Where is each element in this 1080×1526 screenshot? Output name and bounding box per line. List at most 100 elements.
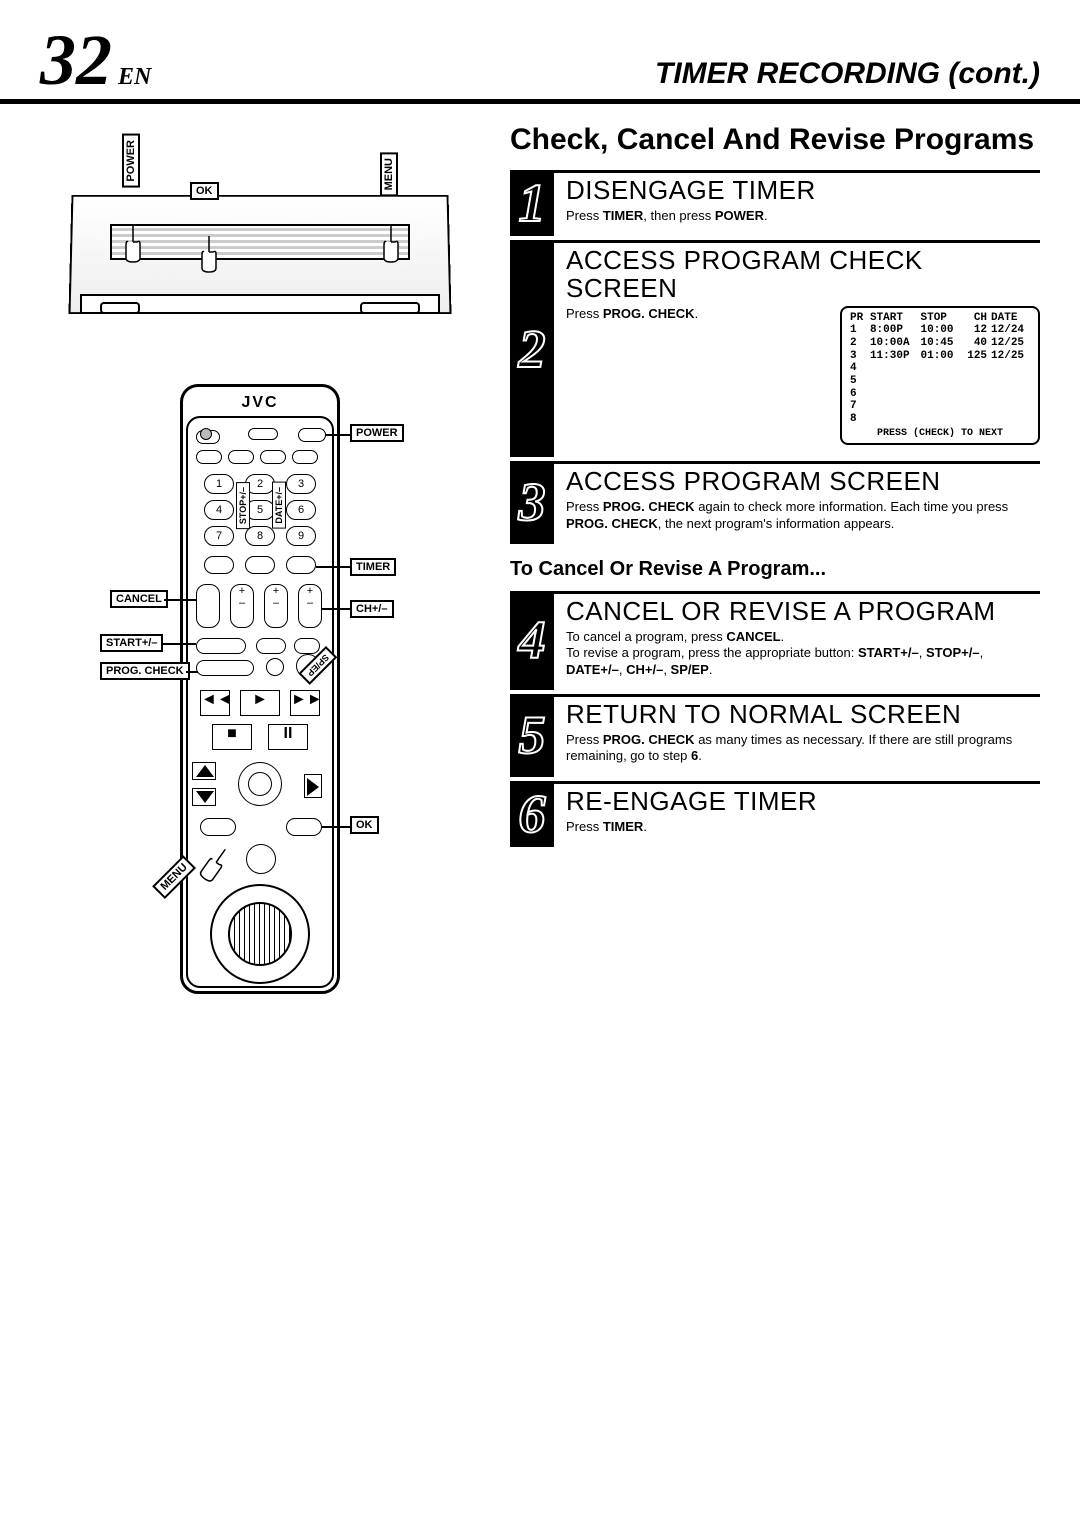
- step-heading: RE-ENGAGE TIMER: [566, 788, 1040, 815]
- pointing-hand-icon: [194, 234, 224, 274]
- table-cell: [961, 375, 989, 388]
- step-desc-wrap: To cancel a program, press CANCEL.To rev…: [566, 629, 1040, 678]
- table-cell: [961, 413, 989, 426]
- table-cell: [868, 362, 919, 375]
- keypad-6: 6: [286, 500, 316, 520]
- subheading: To Cancel Or Revise A Program...: [510, 558, 1040, 581]
- step-body: DISENGAGE TIMERPress TIMER, then press P…: [554, 170, 1040, 237]
- remote-cancel-button: [196, 584, 220, 628]
- remote-start-button: [196, 638, 246, 654]
- step-desc-wrap: Press PROG. CHECK again to check more in…: [566, 499, 1040, 532]
- vcr-menu-label: MENU: [380, 152, 398, 196]
- remote-button: [292, 450, 318, 464]
- remote-rocker: +–: [230, 584, 254, 628]
- keypad-8: 8: [245, 526, 275, 546]
- remote-button: [260, 450, 286, 464]
- table-cell: 4: [848, 362, 868, 375]
- table-cell: [868, 375, 919, 388]
- remote-timer-button: [286, 556, 316, 574]
- keypad-4: 4: [204, 500, 234, 520]
- page-language: EN: [118, 64, 151, 91]
- steps-container: 1 DISENGAGE TIMERPress TIMER, then press …: [510, 170, 1040, 848]
- step-body: ACCESS PROGRAM CHECK SCREENPress PROG. C…: [554, 240, 1040, 457]
- remote-start-label: START+/–: [100, 634, 163, 652]
- table-cell: 1: [848, 324, 868, 337]
- table-cell: 6: [848, 388, 868, 401]
- table-cell: 8:00P: [868, 324, 919, 337]
- keypad-3: 3: [286, 474, 316, 494]
- table-footer: PRESS (CHECK) TO NEXT: [848, 428, 1032, 440]
- table-cell: 01:00: [919, 350, 962, 363]
- table-cell: 10:45: [919, 337, 962, 350]
- step-description: Press PROG. CHECK again to check more in…: [566, 499, 1040, 532]
- table-cell: [868, 388, 919, 401]
- table-cell: 11:30P: [868, 350, 919, 363]
- table-cell: 5: [848, 375, 868, 388]
- remote-play-button: ►: [240, 690, 280, 716]
- remote-menu-button: [200, 818, 236, 836]
- table-header: DATE: [989, 312, 1032, 325]
- step-3: 3ACCESS PROGRAM SCREENPress PROG. CHECK …: [510, 461, 1040, 544]
- step-number: 2: [510, 240, 554, 457]
- vcr-power-label: POWER: [122, 134, 140, 188]
- remote-ok-button: [286, 818, 322, 836]
- figures-column: POWER OK MENU JVC: [40, 124, 480, 1014]
- step-5: 5RETURN TO NORMAL SCREENPress PROG. CHEC…: [510, 694, 1040, 777]
- table-header: STOP: [919, 312, 962, 325]
- table-cell: [989, 362, 1032, 375]
- vcr-foot-right: [360, 302, 420, 314]
- instructions-column: Check, Cancel And Revise Programs 1DISEN…: [510, 124, 1040, 1014]
- remote-progcheck-label: PROG. CHECK: [100, 662, 190, 680]
- table-cell: [989, 375, 1032, 388]
- table-cell: [989, 388, 1032, 401]
- remote-rewind-button: ◄◄: [200, 690, 230, 716]
- step-description: Press TIMER.: [566, 819, 1040, 835]
- step-desc-wrap: Press TIMER, then press POWER.: [566, 208, 1040, 224]
- vcr-cassette-slot: [110, 224, 410, 260]
- table-cell: [989, 413, 1032, 426]
- remote-pause-button: II: [268, 724, 308, 750]
- table-cell: [868, 400, 919, 413]
- step-description: To cancel a program, press CANCEL.To rev…: [566, 629, 1040, 678]
- remote-progcheck-button: [196, 660, 254, 676]
- table-row: 6: [848, 388, 1032, 401]
- table-cell: 12/24: [989, 324, 1032, 337]
- table-cell: [919, 362, 962, 375]
- table-cell: 7: [848, 400, 868, 413]
- remote-button: [294, 638, 320, 654]
- table-cell: 3: [848, 350, 868, 363]
- step-body: CANCEL OR REVISE A PROGRAMTo cancel a pr…: [554, 591, 1040, 690]
- remote-button: [196, 450, 222, 464]
- page-header: 32 EN TIMER RECORDING (cont.): [0, 0, 1080, 104]
- table-cell: [919, 413, 962, 426]
- step-desc-wrap: Press TIMER.: [566, 819, 1040, 835]
- step-desc-wrap: Press PROG. CHECK as many times as neces…: [566, 732, 1040, 765]
- table-cell: [868, 413, 919, 426]
- page-title: TIMER RECORDING (cont.): [655, 57, 1040, 91]
- step-body: RE-ENGAGE TIMER Press TIMER.: [554, 781, 1040, 848]
- remote-power-label: POWER: [350, 424, 404, 442]
- table-cell: 12/25: [989, 337, 1032, 350]
- table-row: 18:00P10:001212/24: [848, 324, 1032, 337]
- program-check-table: PRSTARTSTOPCHDATE18:00P10:001212/24210:0…: [840, 306, 1040, 445]
- step-2: 2ACCESS PROGRAM CHECK SCREENPress PROG. …: [510, 240, 1040, 457]
- remote-stop-button: ■: [212, 724, 252, 750]
- table-cell: [919, 388, 962, 401]
- step-description: Press PROG. CHECK as many times as neces…: [566, 732, 1040, 765]
- step-body: ACCESS PROGRAM SCREEN Press PROG. CHECK a…: [554, 461, 1040, 544]
- vcr-ok-label: OK: [190, 182, 219, 200]
- remote-cursor-up: [192, 762, 216, 780]
- step-4: 4CANCEL OR REVISE A PROGRAMTo cancel a p…: [510, 591, 1040, 690]
- remote-button: [228, 450, 254, 464]
- step-1: 1DISENGAGE TIMERPress TIMER, then press …: [510, 170, 1040, 237]
- table-header: START: [868, 312, 919, 325]
- step-number: 5: [510, 694, 554, 777]
- table-cell: 40: [961, 337, 989, 350]
- step-description: Press PROG. CHECK.: [566, 306, 830, 322]
- table-cell: 125: [961, 350, 989, 363]
- remote-cursor-right: [304, 774, 322, 798]
- step-heading: ACCESS PROGRAM SCREEN: [566, 468, 1040, 495]
- remote-button: [256, 638, 286, 654]
- remote-cancel-label: CANCEL: [110, 590, 168, 608]
- table-cell: [989, 400, 1032, 413]
